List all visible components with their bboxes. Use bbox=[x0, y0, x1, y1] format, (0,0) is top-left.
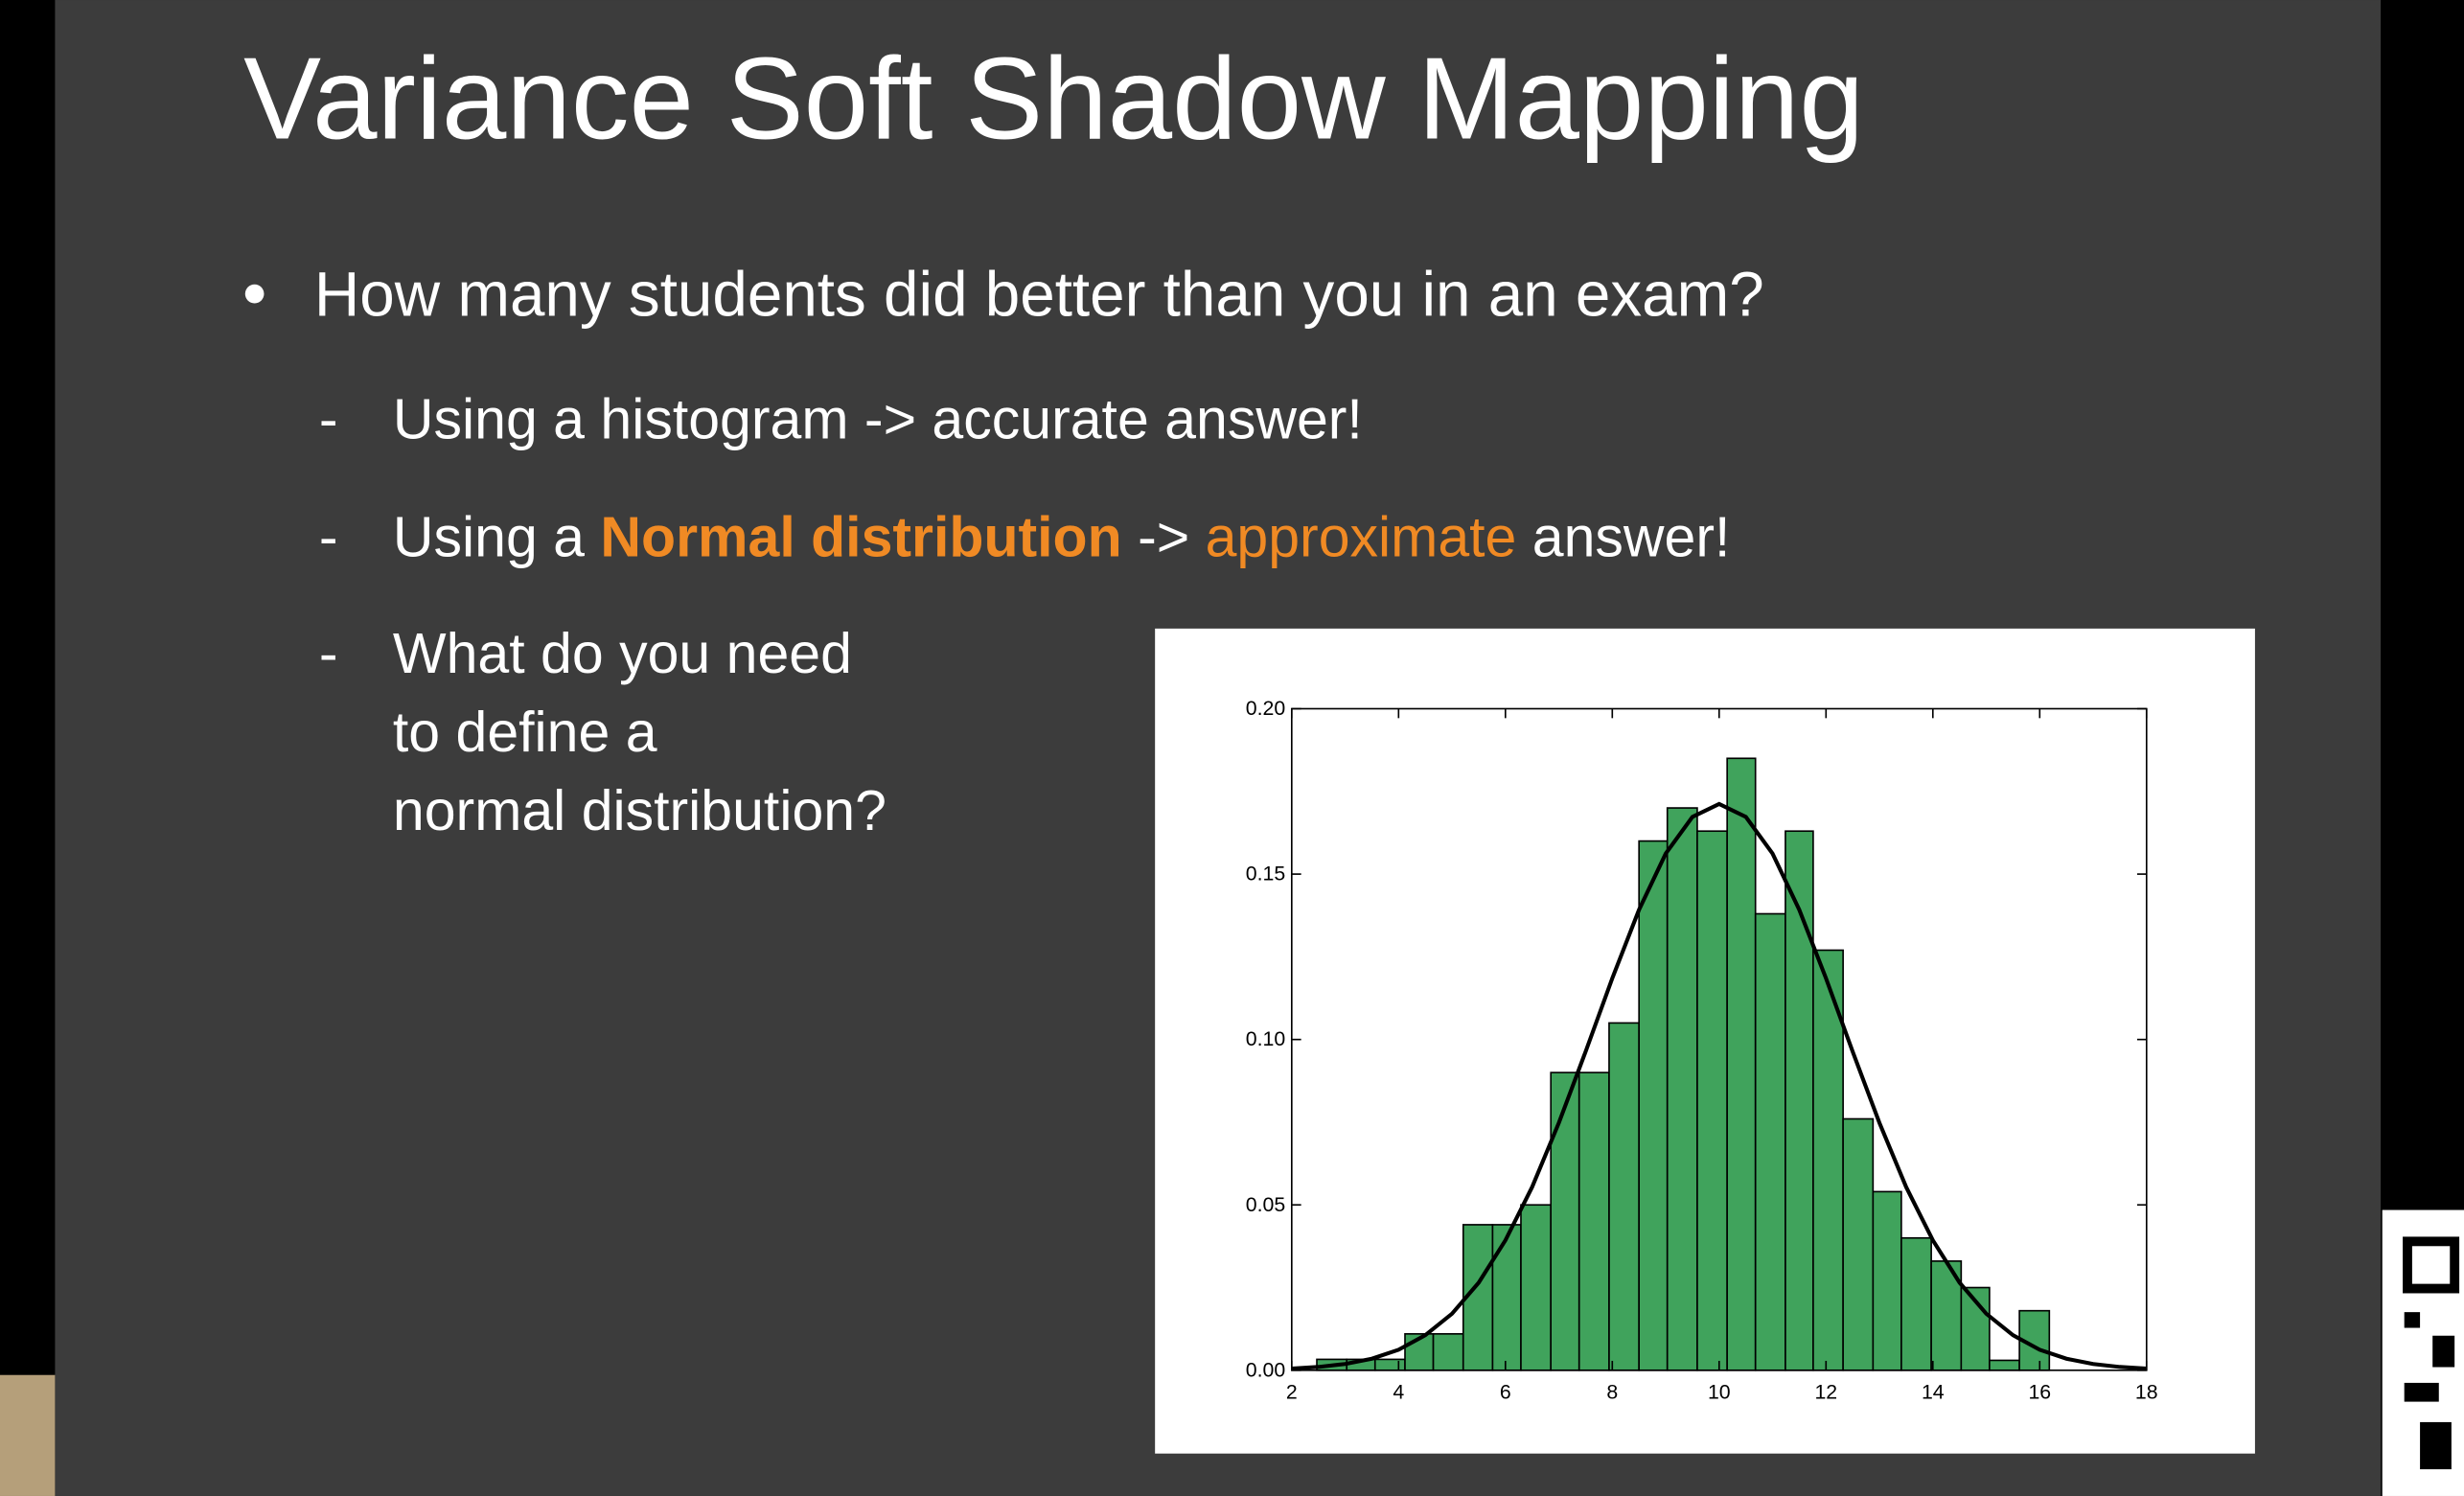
text-part: answer! bbox=[1516, 505, 1730, 568]
y-tick-label: 0.10 bbox=[1246, 1027, 1286, 1050]
text-part: Using a bbox=[393, 505, 601, 568]
bullet: How many students did better than you in… bbox=[314, 260, 1764, 330]
x-tick-label: 4 bbox=[1393, 1380, 1404, 1403]
bar bbox=[1608, 1022, 1640, 1371]
x-tick-label: 16 bbox=[2028, 1380, 2051, 1403]
dash: - bbox=[319, 622, 338, 685]
bar bbox=[1638, 840, 1669, 1371]
x-tick-label: 6 bbox=[1500, 1380, 1511, 1403]
sub-bullet-line: normal distribution? bbox=[393, 779, 887, 842]
bar bbox=[1520, 1204, 1553, 1371]
y-tick-label: 0.05 bbox=[1246, 1193, 1285, 1216]
bar bbox=[1812, 949, 1844, 1371]
text-part: Using a histogram -> accurate answer! bbox=[393, 387, 1363, 450]
bar bbox=[1696, 830, 1728, 1371]
x-tick-label: 14 bbox=[1922, 1380, 1945, 1403]
chart: 2 4 6 8 10 12 14 16 18 0.00 0.05 0.10 0.15 0.20 bbox=[1246, 697, 2158, 1403]
dash: - bbox=[319, 387, 338, 450]
bar bbox=[1491, 1224, 1522, 1371]
bar bbox=[1989, 1359, 2020, 1371]
bar bbox=[1900, 1236, 1932, 1371]
slide-title: Variance Soft Shadow Mapping bbox=[243, 33, 1864, 163]
bar bbox=[1754, 912, 1786, 1371]
qr-module bbox=[2404, 1382, 2439, 1402]
sub-bullet: Using a Normal distribution -> approxima… bbox=[393, 505, 1731, 568]
bar bbox=[1550, 1071, 1580, 1371]
bar bbox=[1432, 1333, 1464, 1371]
text-highlight: Normal distribution bbox=[600, 505, 1121, 568]
y-tick-label: 0.20 bbox=[1246, 697, 1286, 720]
qr-module bbox=[2404, 1312, 2421, 1328]
y-tick-label: 0.15 bbox=[1246, 863, 1285, 886]
bar bbox=[1872, 1190, 1902, 1371]
x-tick-label: 8 bbox=[1606, 1380, 1618, 1403]
sub-bullet: Using a histogram -> accurate answer! bbox=[393, 387, 1363, 450]
text-highlight: approximate bbox=[1206, 505, 1517, 568]
bar bbox=[1577, 1071, 1610, 1371]
normal-curve bbox=[1291, 801, 2147, 1371]
x-tick-label: 10 bbox=[1708, 1380, 1731, 1403]
bar bbox=[1666, 807, 1698, 1371]
dash: - bbox=[319, 505, 338, 568]
qr-module bbox=[2420, 1421, 2452, 1470]
bar bbox=[1785, 830, 1814, 1371]
qr-finder bbox=[2403, 1236, 2460, 1294]
bar bbox=[1842, 1117, 1875, 1371]
qr-module bbox=[2432, 1335, 2455, 1368]
bar bbox=[1726, 757, 1757, 1371]
x-tick-label: 12 bbox=[1814, 1380, 1837, 1403]
sub-bullet-line: What do you need bbox=[393, 622, 852, 685]
bar bbox=[1373, 1358, 1406, 1371]
y-tick-label: 0.00 bbox=[1246, 1358, 1286, 1381]
sub-bullet-line: to define a bbox=[393, 701, 657, 764]
text-part: -> bbox=[1122, 505, 1206, 568]
x-tick-label: 18 bbox=[2135, 1380, 2158, 1403]
bar bbox=[1960, 1286, 1991, 1371]
bullet-dot bbox=[244, 284, 265, 304]
side-image bbox=[0, 1374, 56, 1496]
x-tick-label: 2 bbox=[1286, 1380, 1298, 1403]
